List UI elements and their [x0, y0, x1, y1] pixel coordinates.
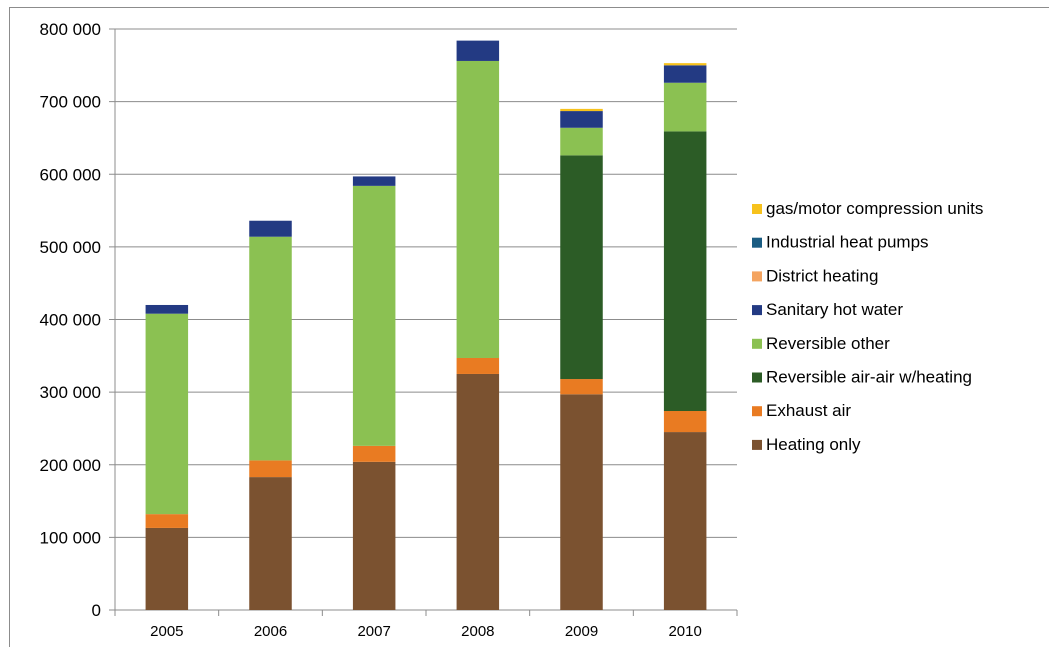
x-tick-label: 2009: [565, 623, 598, 640]
legend-label: Reversible air-air w/heating: [766, 368, 972, 387]
bar-segment: [663, 82, 707, 132]
bar-segment: [560, 379, 603, 395]
y-tick-label: 100 000: [40, 528, 101, 547]
legend-swatch: [752, 338, 762, 349]
bar-segment: [145, 527, 189, 610]
legend-swatch: [752, 237, 762, 248]
bar-segment: [560, 111, 603, 128]
y-tick-label: 400 000: [40, 311, 101, 330]
bar-segment: [352, 185, 396, 446]
legend: gas/motor compression units Industrial he…: [752, 199, 983, 454]
y-tick-label: 700 000: [40, 93, 101, 112]
bars: [145, 40, 707, 610]
bar-segment: [663, 65, 707, 83]
bar-segment: [249, 220, 292, 237]
bar-segment: [249, 236, 292, 461]
bar-segment: [352, 445, 396, 462]
legend-label: Reversible other: [766, 334, 890, 353]
gridlines: [115, 28, 737, 538]
y-tick-label: 0: [92, 601, 101, 620]
y-tick-label: 800 000: [40, 20, 101, 39]
bar-segment: [249, 460, 292, 478]
legend-label: Industrial heat pumps: [766, 233, 929, 252]
bar-segment: [456, 60, 500, 358]
x-tick-label: 2010: [668, 623, 701, 640]
legend-swatch: [752, 372, 762, 383]
legend-swatch: [752, 305, 762, 316]
bar-segment: [352, 176, 396, 186]
legend-swatch: [752, 439, 762, 450]
bar-segment: [663, 63, 707, 66]
y-tick-label: 500 000: [40, 238, 101, 257]
legend-label: Heating only: [766, 435, 861, 454]
bar-segment: [145, 304, 189, 314]
bar-segment: [249, 477, 292, 610]
bar-segment: [456, 40, 500, 61]
bar-segment: [145, 514, 189, 528]
bar-segment: [663, 131, 707, 412]
x-tick-label: 2007: [357, 623, 390, 640]
bar-segment: [352, 461, 396, 610]
bar-segment: [560, 394, 603, 610]
legend-label: District heating: [766, 266, 878, 285]
legend-swatch: [752, 271, 762, 282]
bar-segment: [663, 411, 707, 433]
chart-frame: [9, 7, 1049, 647]
legend-swatch: [752, 406, 762, 417]
legend-label: Exhaust air: [766, 401, 851, 420]
bar-segment: [145, 313, 189, 515]
bar-segment: [663, 432, 707, 610]
y-tick-label: 600 000: [40, 165, 101, 184]
x-tick-label: 2006: [254, 623, 287, 640]
bar-segment: [456, 373, 500, 610]
bar-segment: [560, 108, 603, 112]
bar-segment: [560, 155, 603, 380]
axes: 0 100 000 200 000 300 000 400 000 500 000 600 …: [40, 20, 738, 640]
y-tick-label: 300 000: [40, 383, 101, 402]
y-tick-label: 200 000: [40, 456, 101, 475]
legend-label: gas/motor compression units: [766, 199, 983, 218]
x-tick-label: 2008: [461, 623, 494, 640]
bar-segment: [560, 127, 603, 156]
legend-swatch: [752, 204, 762, 214]
legend-label: Sanitary hot water: [766, 300, 903, 319]
x-tick-label: 2005: [150, 623, 183, 640]
bar-segment: [456, 357, 500, 374]
